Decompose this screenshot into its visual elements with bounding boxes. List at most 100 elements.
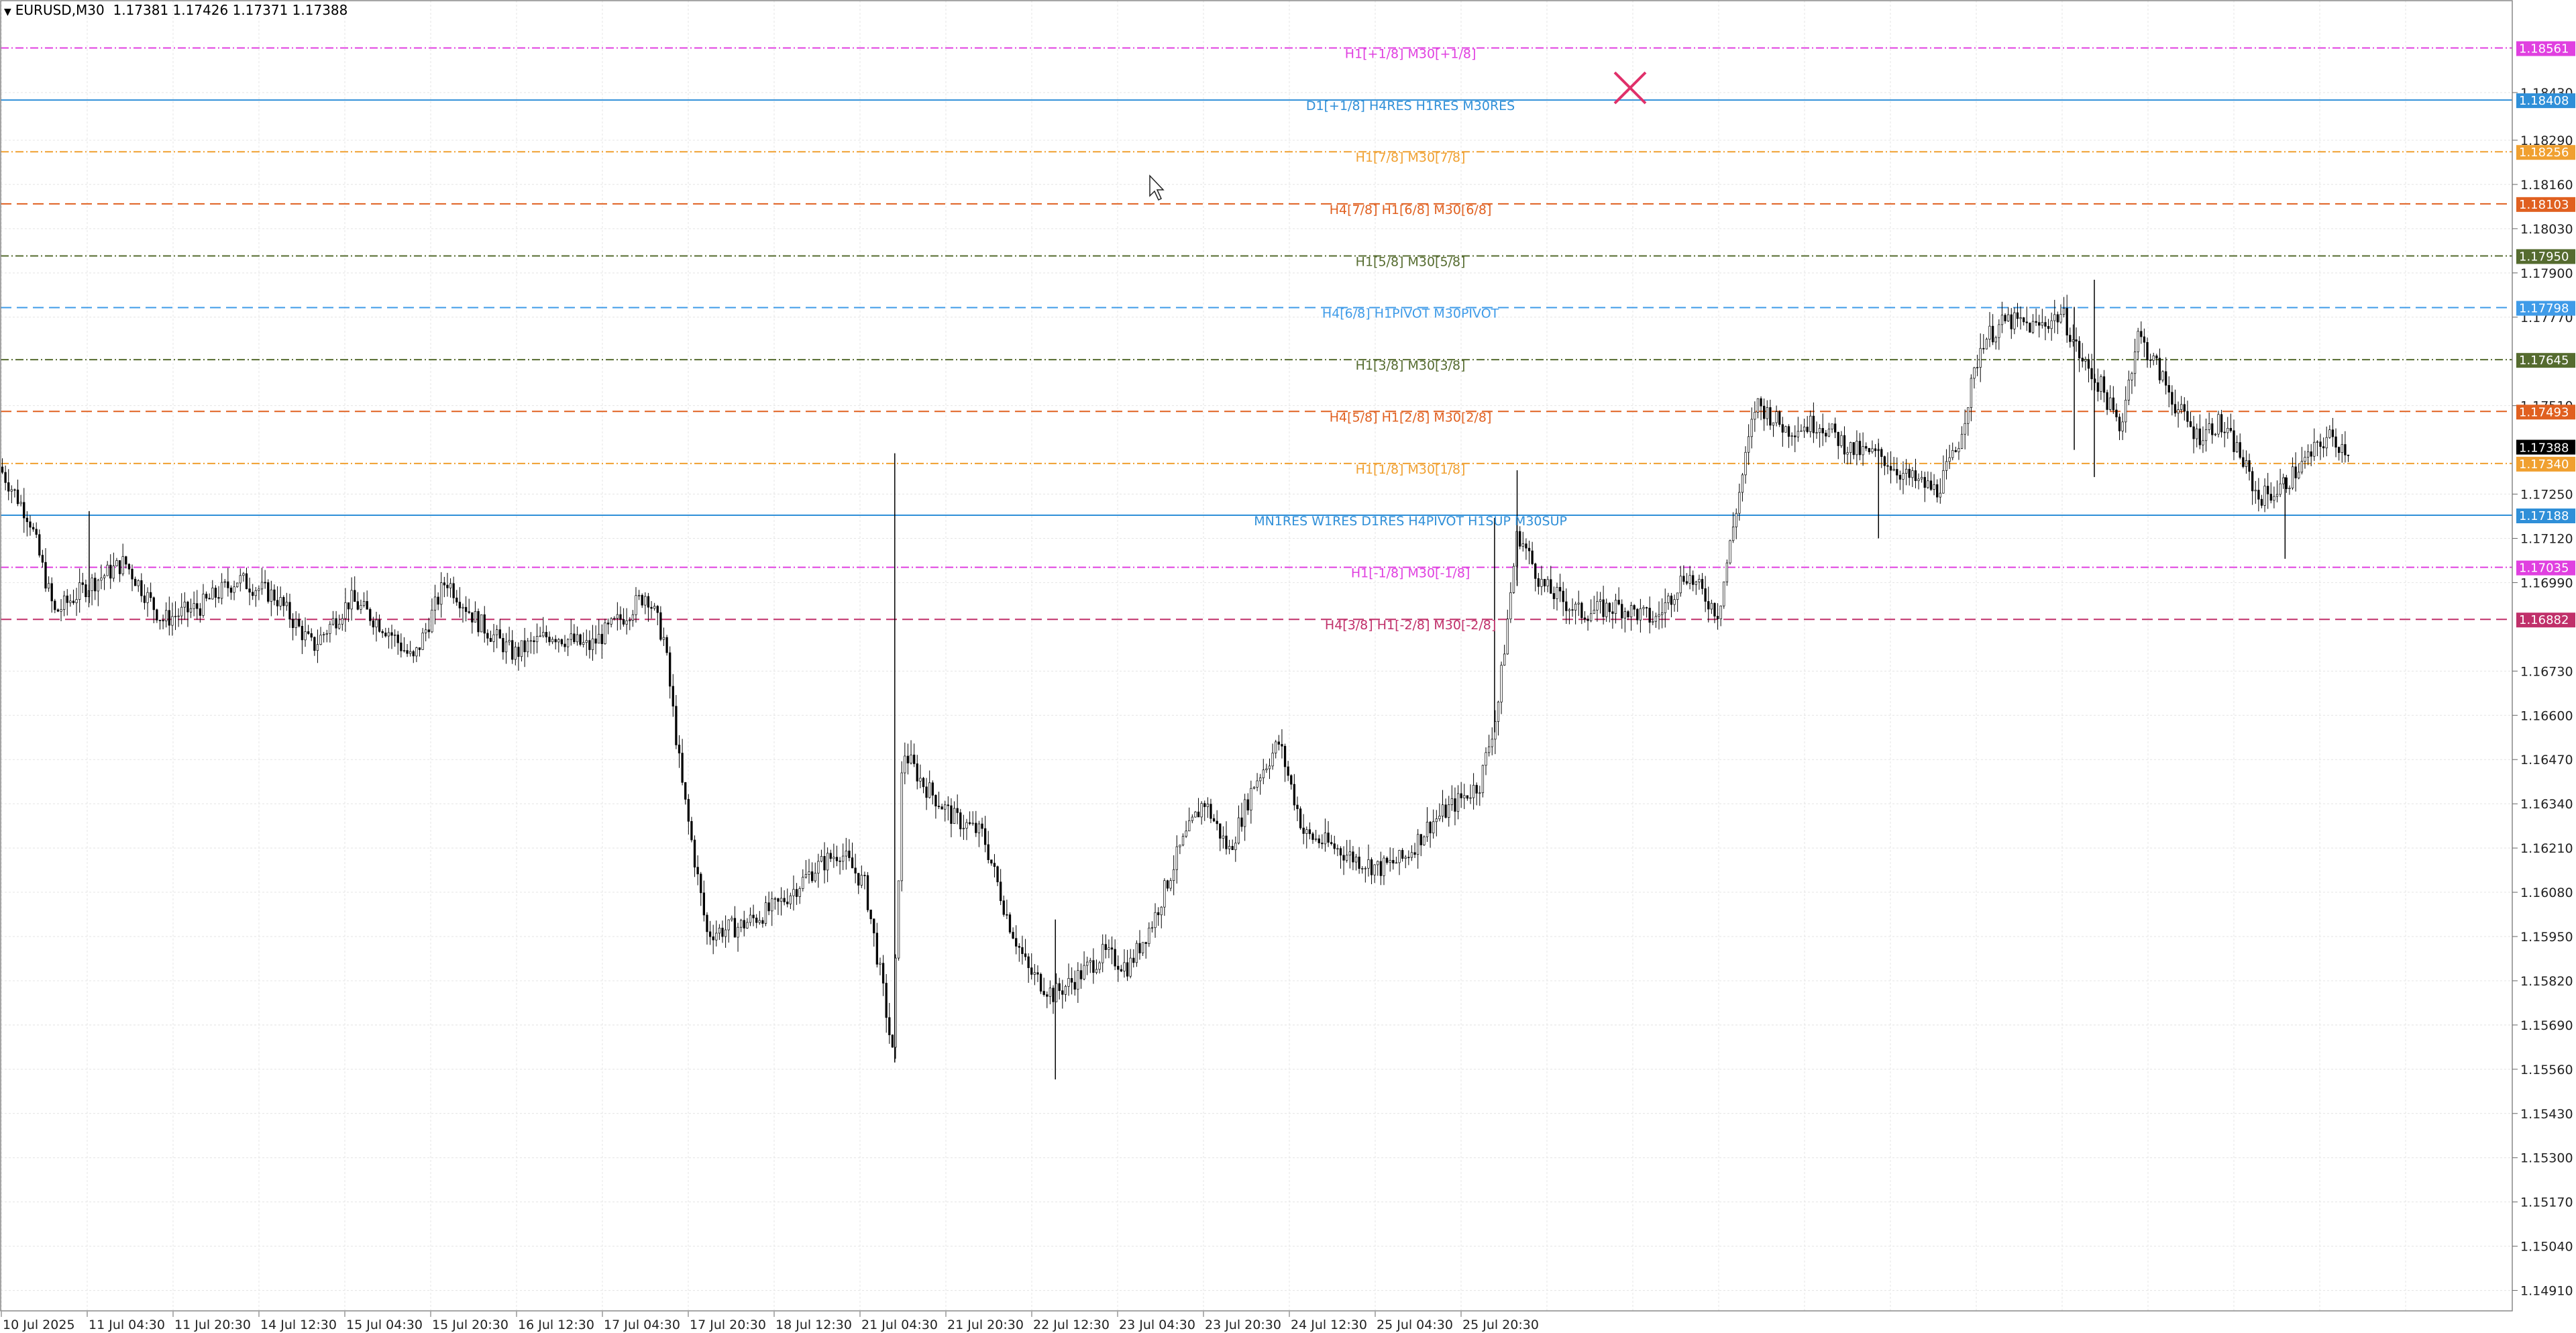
candle-body	[1868, 447, 1870, 452]
candle-body	[610, 618, 612, 625]
y-tick-label: 1.17900	[2520, 266, 2573, 281]
candle-body	[150, 592, 152, 598]
candle-body	[1110, 947, 1114, 950]
candle-body	[121, 556, 124, 574]
price-tag	[2516, 456, 2575, 472]
candle-body	[560, 639, 564, 645]
candle-body	[1994, 337, 1997, 343]
candle-body	[1525, 543, 1527, 549]
candle-body	[928, 782, 931, 798]
candle-body	[2155, 356, 2158, 359]
candle-body	[319, 635, 322, 645]
candle-body	[1117, 965, 1120, 970]
candle-body	[2291, 466, 2294, 488]
candle-body	[2102, 376, 2106, 393]
candle-body	[273, 589, 276, 601]
candle-body	[554, 639, 557, 643]
candle-body	[990, 859, 993, 864]
candle-body	[1169, 880, 1172, 889]
candle-body	[888, 1017, 891, 1036]
symbol-label: EURUSD,M30	[15, 2, 105, 18]
price-tag-label: 1.17950	[2519, 250, 2569, 264]
candle-body	[2115, 409, 2118, 417]
candle-body	[483, 614, 486, 634]
candle-body	[1534, 564, 1537, 579]
chart-header: ▼ EURUSD,M30 1.17381 1.17426 1.17371 1.17…	[4, 2, 347, 18]
candle-body	[551, 639, 554, 643]
candle-body	[313, 637, 316, 651]
candle-body	[1951, 450, 1954, 458]
candle-body	[644, 596, 647, 606]
candle-body	[857, 873, 860, 886]
candle-body	[2038, 322, 2041, 326]
candle-body	[1197, 811, 1200, 818]
y-tick-label: 1.18290	[2520, 134, 2573, 148]
candle-body	[406, 650, 409, 654]
candle-body	[366, 600, 368, 610]
candle-body	[1475, 785, 1478, 794]
candle-body	[1731, 527, 1735, 541]
candle-body	[2010, 314, 2012, 329]
candle-body	[229, 587, 233, 593]
candle-body	[1599, 599, 1602, 602]
candle-body	[2325, 437, 2328, 449]
candle-body	[2025, 321, 2028, 323]
candle-body	[1175, 846, 1178, 870]
candle-body	[437, 596, 439, 605]
candle-body	[780, 898, 783, 902]
candle-body	[1679, 576, 1682, 594]
candle-body	[2096, 382, 2099, 392]
candle-body	[1407, 857, 1410, 859]
candle-body	[2263, 486, 2266, 506]
candle-body	[1089, 960, 1091, 963]
candle-body	[362, 600, 366, 606]
candle-body	[2229, 427, 2233, 431]
candle-body	[347, 602, 350, 610]
candle-body	[2202, 440, 2204, 445]
candle-body	[1352, 851, 1354, 863]
candle-body	[2031, 321, 2035, 333]
candle-body	[1991, 325, 1994, 343]
candle-body	[1027, 956, 1030, 968]
candle-body	[350, 590, 353, 610]
candle-body	[904, 755, 906, 774]
candle-body	[1370, 859, 1373, 875]
candle-body	[452, 583, 455, 598]
candle-body	[2158, 358, 2161, 380]
candle-body	[227, 581, 229, 588]
candle-body	[72, 600, 75, 603]
candle-body	[1883, 456, 1886, 466]
candle-body	[696, 867, 699, 875]
candle-body	[1837, 431, 1839, 446]
time-axis[interactable]: 10 Jul 2025 11 Jul 04:30 11 Jul 20:30 14 Ju…	[1, 1312, 1539, 1332]
price-axis[interactable]: 1.184301.182901.181601.180301.179001.177…	[2512, 41, 2575, 1299]
y-tick-label: 1.16600	[2520, 708, 2573, 723]
candle-body	[631, 614, 635, 621]
candle-body	[168, 610, 170, 626]
candle-body	[1348, 851, 1351, 856]
x-tick-label: 23 Jul 20:30	[1205, 1318, 1281, 1332]
dropdown-triangle-icon[interactable]: ▼	[4, 7, 11, 17]
candle-body	[1664, 602, 1666, 613]
candle-body	[1660, 612, 1664, 615]
candle-body	[764, 902, 767, 924]
x-tick-label: 10 Jul 2025	[3, 1318, 75, 1332]
candle-body	[564, 643, 566, 647]
candle-body	[205, 594, 208, 599]
candle-body	[975, 822, 977, 833]
candle-body	[2041, 322, 2043, 326]
candle-body	[591, 638, 594, 650]
candle-body	[390, 632, 393, 636]
candle-body	[718, 927, 721, 934]
candle-body	[1485, 752, 1487, 766]
candle-body	[1092, 960, 1095, 973]
candle-body	[1967, 407, 1970, 424]
candle-body	[1621, 604, 1623, 619]
candle-body	[1024, 953, 1027, 957]
candle-body	[106, 564, 109, 576]
candle-body	[1435, 818, 1438, 822]
candle-body	[1426, 821, 1429, 837]
candle-body	[2233, 430, 2235, 452]
candle-body	[2140, 331, 2143, 337]
